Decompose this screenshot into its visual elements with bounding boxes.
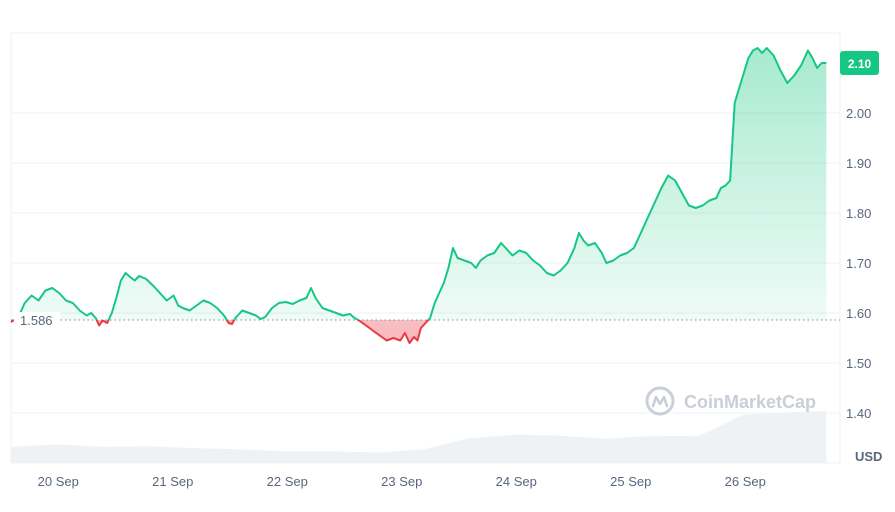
y-tick-label: 1.80: [846, 206, 871, 221]
x-axis: 20 Sep 21 Sep 22 Sep 23 Sep 24 Sep 25 Sep 26 S…: [38, 474, 766, 489]
currency-label: USD: [855, 449, 882, 464]
x-tick-label: 23 Sep: [381, 474, 422, 489]
watermark-text: CoinMarketCap: [684, 392, 816, 412]
series-line-up: [12, 47, 827, 320]
baseline-marker: 1.586: [14, 312, 60, 328]
y-tick-label: 1.70: [846, 256, 871, 271]
y-tick-label: 1.60: [846, 306, 871, 321]
baseline-label: 1.586: [20, 313, 53, 328]
y-tick-label: 2.00: [846, 106, 871, 121]
y-tick-label: 1.40: [846, 406, 871, 421]
coinmarketcap-logo-icon: [645, 386, 675, 416]
y-tick-label: 1.90: [846, 156, 871, 171]
x-tick-label: 26 Sep: [725, 474, 766, 489]
current-price-badge: 2.10: [840, 51, 879, 75]
current-price-badge-bg: [840, 51, 879, 75]
y-tick-label: 1.50: [846, 356, 871, 371]
price-area: [11, 48, 827, 343]
watermark: CoinMarketCap: [645, 386, 816, 416]
y-axis: 1.40 1.50 1.60 1.70 1.80 1.90 2.00: [846, 106, 871, 421]
x-tick-label: 22 Sep: [267, 474, 308, 489]
x-tick-label: 25 Sep: [610, 474, 651, 489]
volume-area: [11, 410, 827, 463]
area-fill-up: [11, 48, 827, 320]
current-price-label: 2.10: [848, 57, 872, 71]
area-fill-down: [11, 320, 827, 343]
x-tick-label: 24 Sep: [496, 474, 537, 489]
baseline-label-bg: [14, 312, 60, 328]
volume-fill: [11, 410, 827, 463]
series-line-down: [10, 320, 430, 344]
x-tick-label: 20 Sep: [38, 474, 79, 489]
price-line: [10, 47, 827, 344]
x-tick-label: 21 Sep: [152, 474, 193, 489]
